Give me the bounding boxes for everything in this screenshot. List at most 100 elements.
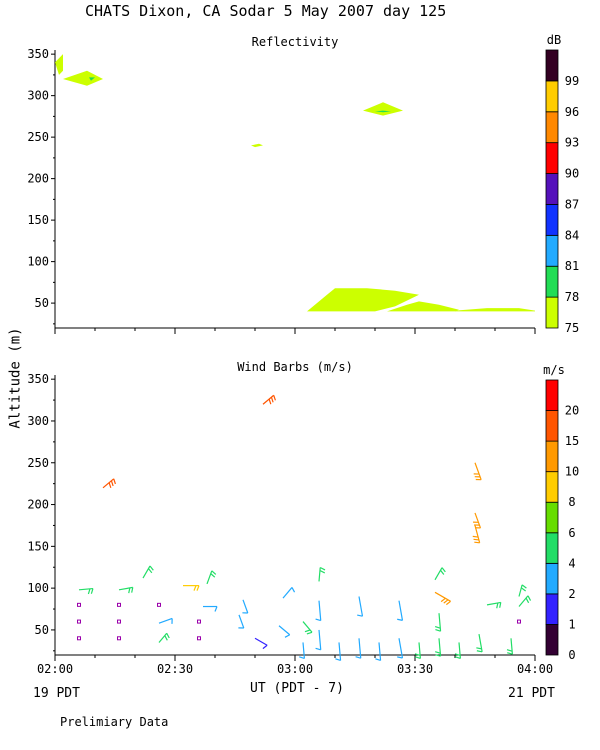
panel-title: Reflectivity: [252, 35, 339, 49]
wind-barb: [203, 605, 218, 612]
calm-marker: [77, 602, 81, 607]
colorbar-swatch: [545, 265, 559, 298]
wind-barb: [476, 634, 483, 653]
reflectivity-region: [63, 70, 103, 86]
colorbar-tick-label: 96: [565, 105, 579, 119]
colorbar-tick-label: 4: [568, 556, 575, 570]
wind-barb: [102, 478, 116, 489]
wind-barb: [158, 617, 173, 624]
x-axis-label: UT (PDT - 7): [250, 681, 344, 696]
colorbar-tick-label: 99: [565, 74, 579, 88]
calm-marker: [77, 619, 81, 624]
wind-barb: [434, 613, 442, 632]
reflectivity-region: [55, 54, 63, 75]
wind-barb: [183, 585, 200, 591]
colorbar-tick-label: 10: [565, 465, 579, 479]
colorbar-swatch: [545, 501, 559, 534]
calm-marker: [197, 636, 201, 641]
colorbar-swatch: [545, 532, 559, 564]
wind-barb: [158, 632, 170, 643]
wind-barb: [473, 512, 482, 529]
y-tick-label: 100: [27, 255, 49, 269]
wind-barb: [299, 642, 305, 659]
panel-title: Wind Barbs (m/s): [237, 360, 353, 374]
left-footer: 19 PDT: [33, 686, 80, 701]
colorbar-tick-label: 78: [565, 290, 579, 304]
colorbar-unit: m/s: [543, 363, 565, 377]
y-tick-label: 200: [27, 172, 49, 186]
wind-barb: [238, 614, 245, 629]
y-tick-label: 150: [27, 539, 49, 553]
wind-barb: [375, 642, 382, 661]
calm-marker: [117, 636, 121, 641]
colorbar-swatch: [545, 111, 559, 144]
wind-barb: [278, 625, 291, 638]
colorbar-swatch: [545, 379, 559, 411]
colorbar-swatch: [545, 410, 559, 442]
wind-barb: [414, 642, 421, 659]
wind-barb: [78, 587, 94, 595]
wind-barb: [357, 596, 364, 617]
wind-barb: [318, 566, 326, 582]
calm-marker: [157, 602, 161, 607]
wind-barb: [486, 601, 502, 609]
y-tick-label: 50: [35, 623, 49, 637]
colorbar-swatch: [545, 142, 559, 174]
wind-barb: [118, 586, 134, 594]
wind-barb: [262, 394, 276, 405]
colorbar-swatch: [545, 471, 559, 503]
x-tick-label: 04:00: [517, 662, 553, 676]
colorbar-tick-label: 1: [568, 617, 575, 631]
calm-marker: [117, 602, 121, 607]
y-tick-label: 250: [27, 456, 49, 470]
wind-barb: [434, 591, 451, 606]
colorbar-tick-label: 6: [568, 526, 575, 540]
colorbar-swatch: [545, 562, 559, 595]
y-tick-label: 350: [27, 47, 49, 61]
y-tick-label: 300: [27, 414, 49, 428]
page-title: CHATS Dixon, CA Sodar 5 May 2007 day 125: [85, 2, 447, 20]
calm-marker: [517, 619, 521, 624]
reflectivity-region: [375, 110, 391, 113]
colorbar-swatch: [545, 80, 559, 113]
colorbar-tick-label: 87: [565, 197, 579, 211]
y-axis-label: Altitude (m): [7, 327, 24, 429]
wind-barb: [242, 599, 249, 614]
wind-barb: [506, 638, 513, 655]
colorbar-tick-label: 20: [565, 404, 579, 418]
y-tick-label: 350: [27, 372, 49, 386]
y-tick-label: 300: [27, 89, 49, 103]
wind-barb: [254, 637, 268, 650]
calm-marker: [77, 636, 81, 641]
wind-barb: [206, 570, 217, 585]
wind-barb: [473, 462, 482, 481]
wind-barb: [397, 600, 404, 621]
y-tick-label: 250: [27, 130, 49, 144]
wind-barb: [335, 642, 342, 661]
colorbar-swatch: [545, 204, 559, 236]
x-tick-label: 03:00: [277, 662, 313, 676]
calm-marker: [117, 619, 121, 624]
wind-barb: [397, 638, 404, 659]
colorbar-swatch: [545, 296, 559, 329]
wind-barb: [282, 587, 296, 599]
colorbar-swatch: [545, 234, 559, 267]
colorbar-tick-label: 8: [568, 495, 575, 509]
wind-barb: [518, 584, 527, 597]
colorbar-tick-label: 2: [568, 587, 575, 601]
colorbar-swatch: [545, 49, 559, 82]
wind-barb: [472, 525, 481, 544]
wind-barb: [434, 638, 442, 657]
wind-barb: [518, 595, 532, 607]
wind-barb: [142, 565, 154, 579]
colorbar-swatch: [545, 593, 559, 625]
colorbar-tick-label: 84: [565, 228, 579, 242]
reflectivity-region: [251, 143, 263, 148]
y-tick-label: 50: [35, 296, 49, 310]
wind-barb: [315, 600, 322, 622]
wind-barb: [302, 621, 313, 635]
reflectivity-region: [363, 102, 403, 116]
wind-barb: [434, 567, 446, 581]
colorbar-swatch: [545, 173, 559, 205]
colorbar-swatch: [545, 440, 559, 473]
